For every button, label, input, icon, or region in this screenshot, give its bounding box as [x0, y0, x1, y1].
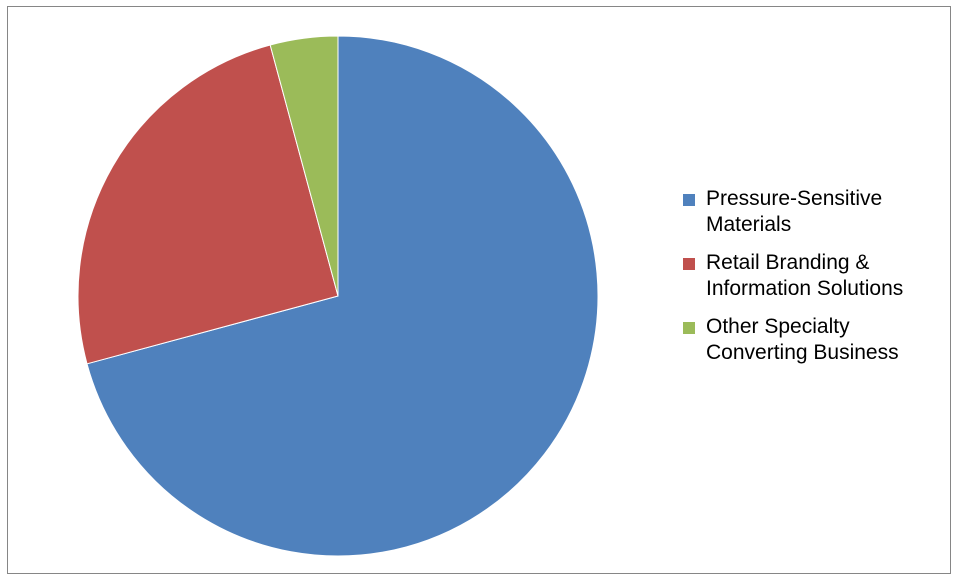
legend-label-pressure-sensitive: Pressure-Sensitive Materials — [706, 187, 883, 236]
legend-swatch-pressure-sensitive — [683, 194, 695, 206]
legend-item-retail-branding: Retail Branding & Information Solutions — [683, 250, 948, 302]
legend-item-pressure-sensitive: Pressure-Sensitive Materials — [683, 186, 948, 238]
pie-slice-retail-branding — [77, 44, 339, 365]
pie-slices — [77, 35, 599, 557]
legend: Pressure-Sensitive Materials Retail Bran… — [683, 186, 948, 378]
legend-swatch-other-specialty — [683, 322, 695, 334]
legend-swatch-retail-branding — [683, 258, 695, 270]
legend-label-retail-branding: Retail Branding & Information Solutions — [706, 251, 904, 300]
pie-slice-other-specialty — [269, 35, 339, 297]
pie-slice-pressure-sensitive — [86, 35, 599, 557]
legend-label-other-specialty: Other Specialty Converting Business — [706, 315, 899, 364]
legend-item-other-specialty: Other Specialty Converting Business — [683, 314, 948, 366]
